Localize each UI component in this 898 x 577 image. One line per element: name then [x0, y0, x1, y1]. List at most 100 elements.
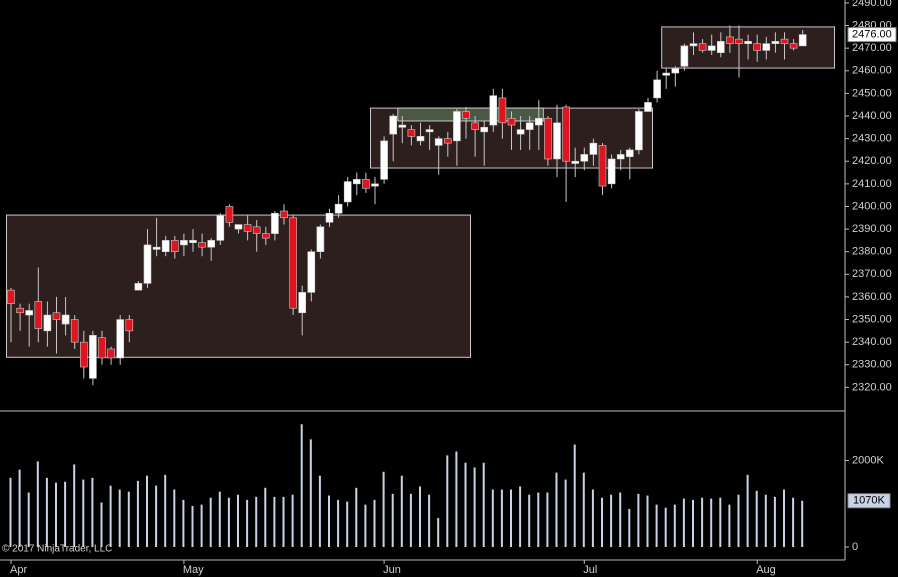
volume-bar — [400, 475, 403, 547]
candle-body — [280, 210, 288, 219]
candle-body — [771, 41, 780, 44]
candle-body — [762, 43, 771, 51]
candle-body — [70, 319, 79, 343]
volume-bar — [45, 477, 48, 547]
candle-body — [98, 337, 106, 359]
candle-body — [343, 181, 352, 203]
candle-body — [562, 106, 570, 162]
volume-bar — [91, 477, 94, 547]
candle-body — [443, 138, 452, 144]
volume-bar — [36, 461, 39, 547]
candle-body — [116, 319, 124, 359]
volume-bar — [291, 494, 294, 547]
volume-bar — [391, 493, 394, 547]
volume-bar — [637, 493, 640, 547]
candle-body — [525, 122, 534, 130]
y2-tick-label: 2000K — [852, 454, 884, 466]
volume-bar — [555, 472, 558, 547]
volume-bar — [355, 487, 358, 547]
y2-tick-label: 0 — [852, 541, 858, 553]
candle-body — [571, 160, 580, 164]
volume-bar — [273, 496, 276, 547]
candle-body — [225, 206, 234, 223]
volume-bar — [746, 474, 749, 547]
volume-bar — [628, 508, 631, 547]
candle-body — [480, 127, 489, 133]
candle-body — [307, 251, 316, 293]
volume-bar — [264, 487, 267, 547]
volume-bar — [55, 482, 57, 547]
volume-bar — [510, 489, 512, 547]
candle-body — [744, 41, 752, 44]
volume-bar — [601, 497, 603, 547]
volume-bar — [164, 474, 167, 547]
volume-bar — [610, 494, 613, 547]
x-tick-label: May — [183, 564, 204, 576]
x-tick-label: Jun — [383, 564, 401, 576]
volume-bar — [255, 496, 258, 547]
candle-body — [252, 226, 261, 234]
candle-body — [80, 341, 88, 368]
volume-bar — [237, 494, 239, 547]
volume-bar — [246, 499, 249, 547]
volume-bar — [591, 489, 594, 547]
y-tick-label: 2360.00 — [852, 291, 892, 303]
y-tick-label: 2440.00 — [852, 110, 892, 122]
candle-body — [453, 111, 461, 142]
candle-body — [89, 335, 97, 379]
volume-bar — [409, 493, 412, 547]
volume-bar — [282, 496, 285, 547]
candle-body — [434, 138, 443, 146]
volume-bar — [792, 497, 795, 547]
volume-bar — [701, 497, 704, 547]
candle-body — [362, 179, 370, 189]
volume-bar — [82, 479, 85, 547]
candle-body — [34, 301, 43, 329]
volume-bar — [664, 507, 667, 547]
candle-body — [398, 124, 407, 128]
candle-body — [625, 149, 634, 158]
candle-body — [7, 289, 15, 305]
y-tick-label: 2370.00 — [852, 268, 892, 280]
volume-bar — [209, 497, 212, 547]
volume-bar — [500, 489, 503, 547]
volume-bar — [673, 504, 676, 547]
x-tick-label: Jul — [583, 564, 597, 576]
volume-bar — [755, 490, 758, 547]
candle-body — [325, 212, 334, 223]
candle-body — [143, 244, 152, 284]
candle-body — [516, 129, 525, 135]
x-tick-label: Aug — [756, 564, 776, 576]
candle-body — [534, 117, 543, 126]
volume-bar — [801, 500, 804, 547]
volume-bar — [27, 492, 30, 547]
volume-bar — [773, 496, 776, 547]
candle-body — [689, 43, 698, 47]
y-tick-label: 2400.00 — [852, 200, 892, 212]
volume-bar — [519, 486, 522, 547]
candle-body — [544, 117, 552, 160]
x-tick-label: Apr — [10, 564, 27, 576]
candle-body — [507, 117, 516, 126]
candle-body — [261, 233, 270, 239]
volume-bar — [737, 494, 740, 547]
candle-body — [352, 179, 361, 185]
candle-body — [52, 312, 61, 320]
candle-body — [107, 348, 115, 359]
candle-body — [607, 158, 616, 185]
candle-body — [152, 246, 161, 250]
candle-body — [589, 142, 598, 155]
y-tick-label: 2320.00 — [852, 381, 892, 393]
volume-bar — [73, 464, 76, 547]
y-tick-label: 2470.00 — [852, 42, 892, 54]
candle-body — [644, 102, 652, 112]
volume-bar — [100, 502, 103, 547]
volume-bar — [182, 499, 185, 547]
copyright: © 2017 NinjaTrader, LLC — [2, 544, 112, 555]
last-volume-box — [847, 493, 891, 509]
y-tick-label: 2460.00 — [852, 65, 892, 77]
volume-bar — [364, 504, 367, 547]
volume-bar — [619, 492, 622, 547]
volume-bar — [328, 495, 330, 547]
